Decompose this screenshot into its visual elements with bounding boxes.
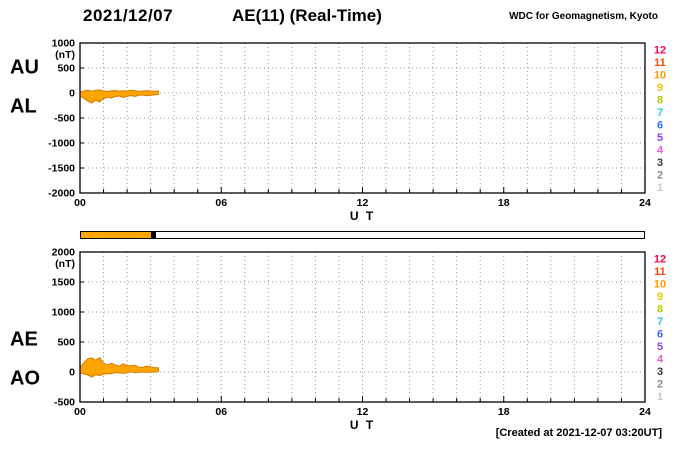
page-title: AE(11) (Real-Time) [232, 6, 382, 25]
station-legend-item: 2 [657, 378, 663, 390]
y-tick-label: -1000 [48, 138, 75, 150]
y-axis-unit: (nT) [55, 49, 75, 61]
index-label-ao: AO [10, 368, 40, 390]
station-legend-item: 11 [654, 266, 666, 278]
created-timestamp: [Created at 2021-12-07 03:20UT] [495, 427, 662, 439]
station-legend-item: 9 [657, 291, 663, 303]
data-availability-bar [80, 231, 645, 239]
plot-frame [79, 251, 646, 403]
station-legend-item: 11 [654, 57, 666, 69]
x-tick-label: 06 [215, 406, 227, 418]
station-legend-item: 9 [657, 82, 663, 94]
x-tick-label: 12 [357, 406, 369, 418]
station-legend-item: 4 [657, 353, 664, 365]
index-label-ae: AE [10, 329, 38, 351]
station-legend-item: 4 [657, 144, 664, 156]
y-tick-label: 1000 [52, 38, 76, 50]
x-tick-label: 00 [74, 406, 86, 418]
index-label-al: AL [10, 96, 37, 118]
y-tick-label: -2000 [48, 188, 75, 200]
plot-date: 2021/12/07 [83, 6, 174, 25]
station-legend-item: 6 [657, 328, 663, 340]
x-tick-label: 00 [74, 197, 86, 209]
y-tick-label: -500 [54, 397, 75, 409]
y-tick-label: 1500 [52, 277, 76, 289]
y-tick-label: 0 [69, 367, 75, 379]
station-legend-item: 3 [657, 366, 663, 378]
y-axis-unit: (nT) [55, 258, 75, 270]
y-tick-label: -1500 [48, 163, 75, 175]
y-tick-label: 2000 [52, 247, 76, 259]
y-tick-label: -500 [54, 113, 75, 125]
x-axis-title: U T [350, 209, 375, 223]
station-legend-item: 1 [657, 182, 663, 194]
x-tick-label: 24 [639, 406, 651, 418]
station-legend-item: 8 [657, 303, 663, 315]
station-legend-item: 6 [657, 119, 663, 131]
station-legend-item: 10 [654, 69, 666, 81]
station-legend-item: 12 [654, 44, 666, 56]
station-legend-item: 3 [657, 157, 663, 169]
station-legend-item: 12 [654, 253, 666, 265]
station-legend-item: 5 [657, 341, 663, 353]
x-axis-title: U T [350, 418, 375, 432]
station-legend-item: 1 [657, 391, 663, 403]
index-label-au: AU [10, 57, 39, 79]
station-legend-item: 8 [657, 94, 663, 106]
x-tick-label: 24 [639, 197, 651, 209]
station-legend-item: 2 [657, 169, 663, 181]
data-band-ae-ao [79, 356, 159, 378]
y-tick-label: 500 [57, 63, 75, 75]
data-availability-fill [81, 232, 152, 238]
plot-frame [79, 42, 646, 194]
y-tick-label: 500 [57, 337, 75, 349]
station-legend-item: 10 [654, 278, 666, 290]
x-tick-label: 18 [498, 197, 510, 209]
station-legend-item: 7 [657, 107, 663, 119]
y-tick-label: 1000 [52, 307, 76, 319]
station-legend-item: 5 [657, 132, 663, 144]
x-tick-label: 06 [215, 197, 227, 209]
y-tick-label: 0 [69, 88, 75, 100]
x-tick-label: 18 [498, 406, 510, 418]
x-tick-label: 12 [357, 197, 369, 209]
current-time-marker [151, 232, 157, 238]
station-legend-item: 7 [657, 316, 663, 328]
data-source-label: WDC for Geomagnetism, Kyoto [509, 11, 658, 22]
data-band-au-al [79, 89, 159, 104]
